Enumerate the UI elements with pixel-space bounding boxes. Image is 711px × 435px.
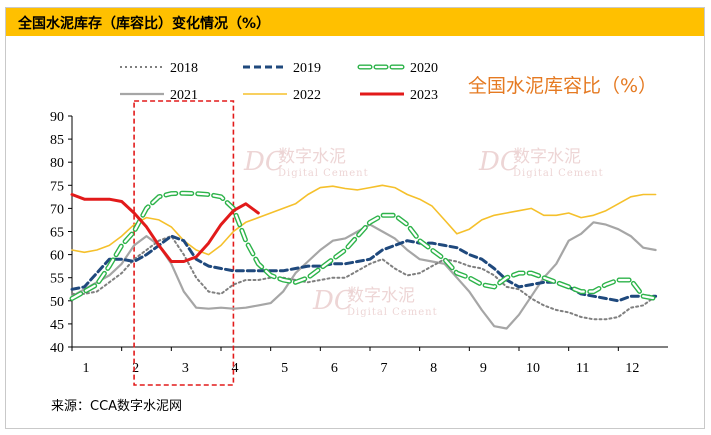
legend-label: 2023 (410, 88, 438, 103)
legend-label: 2019 (293, 61, 321, 76)
x-tick-label: 7 (381, 361, 388, 376)
y-tick-label: 70 (50, 202, 64, 217)
watermark-en: Digital Cement (347, 307, 438, 318)
x-tick-label: 8 (430, 361, 437, 376)
legend-item-2020: 2020 (357, 61, 438, 76)
legend-item-2018: 2018 (120, 61, 198, 76)
y-tick-label: 80 (50, 156, 64, 171)
x-tick-label: 9 (480, 361, 487, 376)
y-tick-label: 75 (50, 179, 64, 194)
legend-item-2023: 2023 (360, 88, 438, 103)
x-tick-label: 2 (132, 361, 139, 376)
watermark-cn: 数字水泥 (513, 147, 581, 167)
watermark-mark: DC (478, 147, 520, 177)
highlight-box (133, 100, 235, 386)
header-bar: 全国水泥库存（库容比）变化情况（%） (6, 8, 704, 36)
x-tick-label: 11 (576, 361, 589, 376)
legend-label: 2021 (170, 88, 198, 103)
watermark-cn: 数字水泥 (278, 147, 346, 167)
x-tick-label: 12 (625, 361, 639, 376)
watermark-mark: DC (312, 286, 354, 316)
page-title: 全国水泥库存（库容比）变化情况（%） (18, 16, 271, 32)
legend-item-2019: 2019 (243, 61, 321, 76)
x-tick-label: 6 (331, 361, 338, 376)
y-tick-label: 90 (50, 110, 64, 125)
chart-frame: 全国水泥库存（库容比）变化情况（%） 来源：CCA数字水泥网 (5, 7, 705, 429)
watermark-cn: 数字水泥 (347, 286, 415, 306)
source-note: 来源：CCA数字水泥网 (51, 399, 183, 414)
chart-title: 全国水泥库容比（%） (468, 75, 657, 97)
y-tick-label: 60 (50, 249, 64, 264)
x-tick-label: 10 (526, 361, 540, 376)
y-tick-label: 50 (50, 295, 64, 310)
y-tick-label: 65 (50, 226, 64, 241)
x-tick-label: 3 (182, 361, 189, 376)
watermark-en: Digital Cement (278, 168, 369, 179)
legend-item-2021: 2021 (120, 88, 198, 103)
y-tick-label: 40 (50, 341, 64, 356)
legend-label: 2018 (170, 61, 198, 76)
watermark-en: Digital Cement (513, 168, 604, 179)
series-line-2020-inner (70, 192, 657, 300)
legend-label: 2020 (410, 61, 438, 76)
x-tick-label: 4 (232, 361, 239, 376)
y-tick-label: 45 (50, 318, 64, 333)
legend-label: 2022 (293, 88, 321, 103)
x-tick-label: 1 (83, 361, 90, 376)
y-tick-label: 55 (50, 272, 64, 287)
x-tick-label: 5 (281, 361, 288, 376)
watermark-mark: DC (243, 147, 285, 177)
legend-item-2022: 2022 (243, 88, 321, 103)
y-tick-label: 85 (50, 133, 64, 148)
series-line-2022 (71, 184, 657, 256)
series-line-2023 (70, 193, 260, 263)
